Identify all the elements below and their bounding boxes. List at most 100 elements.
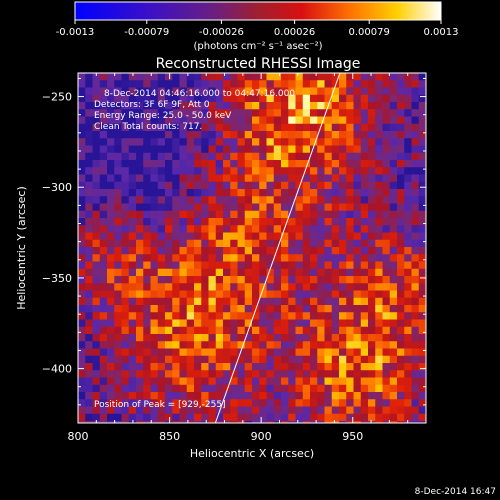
heatmap-cell <box>302 160 311 168</box>
heatmap-cell <box>172 174 181 183</box>
heatmap-cell <box>273 189 282 197</box>
heatmap-cell <box>194 370 202 379</box>
heatmap-cell <box>404 247 413 255</box>
heatmap-cell <box>136 421 144 423</box>
heatmap-cell <box>143 399 152 408</box>
heatmap-cell <box>186 203 195 212</box>
heatmap-cell <box>288 181 297 190</box>
heatmap-cell <box>179 152 188 161</box>
heatmap-cell <box>165 181 173 190</box>
heatmap-cell <box>281 210 289 219</box>
heatmap-cell <box>324 123 333 132</box>
heatmap-cell <box>99 196 108 205</box>
heatmap-cell <box>360 334 369 342</box>
heatmap-cell <box>92 326 101 335</box>
heatmap-cell <box>244 138 253 147</box>
heatmap-cell <box>397 102 405 110</box>
heatmap-cell <box>339 138 347 147</box>
heatmap-cell <box>179 225 188 234</box>
heatmap-cell <box>273 377 282 386</box>
heatmap-cell <box>281 261 289 270</box>
heatmap-cell <box>172 232 181 241</box>
heatmap-cell <box>273 73 282 81</box>
heatmap-cell <box>339 305 347 313</box>
heatmap-cell <box>404 152 413 161</box>
heatmap-cell <box>92 174 101 183</box>
heatmap-cell <box>389 87 398 96</box>
heatmap-cell <box>310 203 318 212</box>
heatmap-cell <box>411 94 420 103</box>
heatmap-cell <box>92 189 101 197</box>
heatmap-cell <box>404 334 413 342</box>
heatmap-cell <box>85 283 94 292</box>
heatmap-cell <box>215 297 224 306</box>
heatmap-cell <box>259 109 268 118</box>
heatmap-cell <box>172 290 181 299</box>
heatmap-cell <box>295 334 304 342</box>
heatmap-cell <box>375 399 384 408</box>
heatmap-cell <box>266 102 275 110</box>
heatmap-cell <box>288 218 297 226</box>
heatmap-cell <box>368 363 376 371</box>
heatmap-cell <box>346 413 355 422</box>
heatmap-cell <box>107 377 115 386</box>
heatmap-cell <box>194 109 202 118</box>
heatmap-cell <box>186 377 195 386</box>
heatmap-cell <box>78 283 86 292</box>
heatmap-cell <box>230 160 239 168</box>
heatmap-cell <box>208 181 217 190</box>
heatmap-cell <box>78 232 86 241</box>
heatmap-cell <box>389 152 398 161</box>
heatmap-cell <box>237 131 246 139</box>
heatmap-cell <box>346 167 355 176</box>
heatmap-cell <box>208 210 217 219</box>
heatmap-cell <box>397 305 405 313</box>
heatmap-cell <box>99 297 108 306</box>
heatmap-cell <box>78 392 86 400</box>
heatmap-cell <box>157 392 166 400</box>
heatmap-cell <box>375 203 384 212</box>
heatmap-cell <box>99 167 108 176</box>
heatmap-cell <box>136 109 144 118</box>
heatmap-cell <box>397 290 405 299</box>
heatmap-cell <box>360 326 369 335</box>
heatmap-cell <box>273 305 282 313</box>
heatmap-cell <box>150 341 159 350</box>
heatmap-cell <box>85 181 94 190</box>
heatmap-cell <box>99 363 108 371</box>
heatmap-cell <box>324 87 333 96</box>
heatmap-cell <box>273 399 282 408</box>
heatmap-cell <box>215 421 224 423</box>
heatmap-cell <box>353 123 362 132</box>
heatmap-cell <box>157 80 166 89</box>
heatmap-cell <box>353 102 362 110</box>
heatmap-cell <box>273 152 282 161</box>
heatmap-cell <box>99 276 108 284</box>
heatmap-cell <box>353 87 362 96</box>
heatmap-cell <box>230 254 239 263</box>
heatmap-cell <box>107 341 115 350</box>
heatmap-cell <box>397 123 405 132</box>
heatmap-cell <box>237 312 246 321</box>
heatmap-cell <box>339 297 347 306</box>
heatmap-cell <box>194 377 202 386</box>
heatmap-cell <box>85 189 94 197</box>
heatmap-cell <box>172 196 181 205</box>
heatmap-cell <box>99 145 108 154</box>
heatmap-cell <box>317 276 326 284</box>
heatmap-cell <box>99 152 108 161</box>
heatmap-cell <box>186 399 195 408</box>
heatmap-cell <box>85 341 94 350</box>
heatmap-cell <box>92 196 101 205</box>
heatmap-cell <box>179 283 188 292</box>
heatmap-cell <box>223 312 231 321</box>
heatmap-cell <box>411 152 420 161</box>
heatmap-cell <box>302 152 311 161</box>
heatmap-cell <box>92 348 101 357</box>
heatmap-cell <box>360 399 369 408</box>
heatmap-cell <box>150 239 159 248</box>
heatmap-cell <box>172 268 181 277</box>
heatmap-cell <box>389 131 398 139</box>
heatmap-cell <box>375 276 384 284</box>
heatmap-cell <box>368 399 376 408</box>
